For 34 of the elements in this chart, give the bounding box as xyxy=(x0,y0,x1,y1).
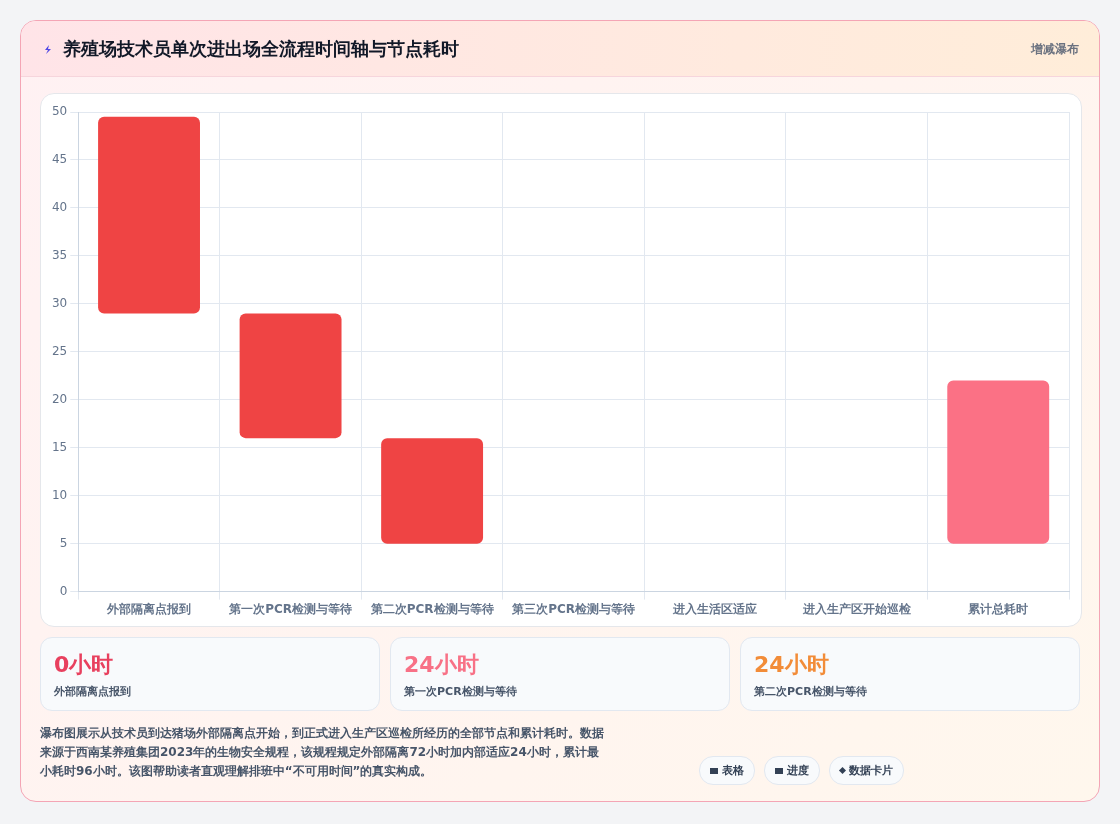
bar xyxy=(381,438,484,544)
text: 第一次PCR检测与等待 xyxy=(404,684,517,699)
x-tick-label: 进入生活区适应 xyxy=(672,601,758,616)
text: 进度 xyxy=(787,763,809,778)
text: 24小时 xyxy=(404,651,479,679)
text: 0小时 xyxy=(54,651,114,679)
text: 数据卡片 xyxy=(849,763,893,778)
bar xyxy=(239,313,342,439)
bar xyxy=(947,380,1050,544)
y-tick-label: 5 xyxy=(59,535,68,550)
text: 增减瀑布 xyxy=(1031,41,1079,58)
y-tick-label: 25 xyxy=(51,343,68,358)
y-tick-label: 10 xyxy=(51,487,68,502)
x-tick-label: 外部隔离点报到 xyxy=(106,601,192,616)
y-tick-label: 15 xyxy=(51,439,68,454)
bar xyxy=(98,116,200,314)
text: 外部隔离点报到 xyxy=(54,684,131,699)
y-tick-label: 20 xyxy=(51,391,68,406)
x-tick-label: 第二次PCR检测与等待 xyxy=(369,601,494,616)
y-tick-label: 0 xyxy=(59,583,68,598)
text: 第二次PCR检测与等待 xyxy=(754,684,867,699)
text: 瀑布图展示从技术员到达猪场外部隔离点开始，到正式进入生产区巡检所经历的全部节点和累计耗时。数据来源于西南某养殖集团2023年的生物安全规程，该规程规定外部隔离72小时加内部适应24小时，累计最小耗时96小时。该图帮助读者直观理解排班中“不可用时间”的真实构成。 xyxy=(40,725,605,780)
y-tick-label: 40 xyxy=(51,200,68,215)
text: 表格 xyxy=(722,763,744,778)
y-tick-label: 30 xyxy=(51,295,68,310)
x-tick-label: 进入生产区开始巡检 xyxy=(801,601,912,616)
y-tick-label: 45 xyxy=(51,152,68,167)
chart-title: 养殖场技术员单次进出场全流程时间轴与节点耗时 xyxy=(63,37,459,61)
text: 24小时 xyxy=(754,651,829,679)
y-tick-label: 35 xyxy=(51,248,68,263)
y-tick-label: 50 xyxy=(51,104,68,119)
x-tick-label: 第三次PCR检测与等待 xyxy=(511,601,636,616)
x-tick-label: 累计总耗时 xyxy=(967,601,1029,616)
x-tick-label: 第一次PCR检测与等待 xyxy=(228,601,352,616)
